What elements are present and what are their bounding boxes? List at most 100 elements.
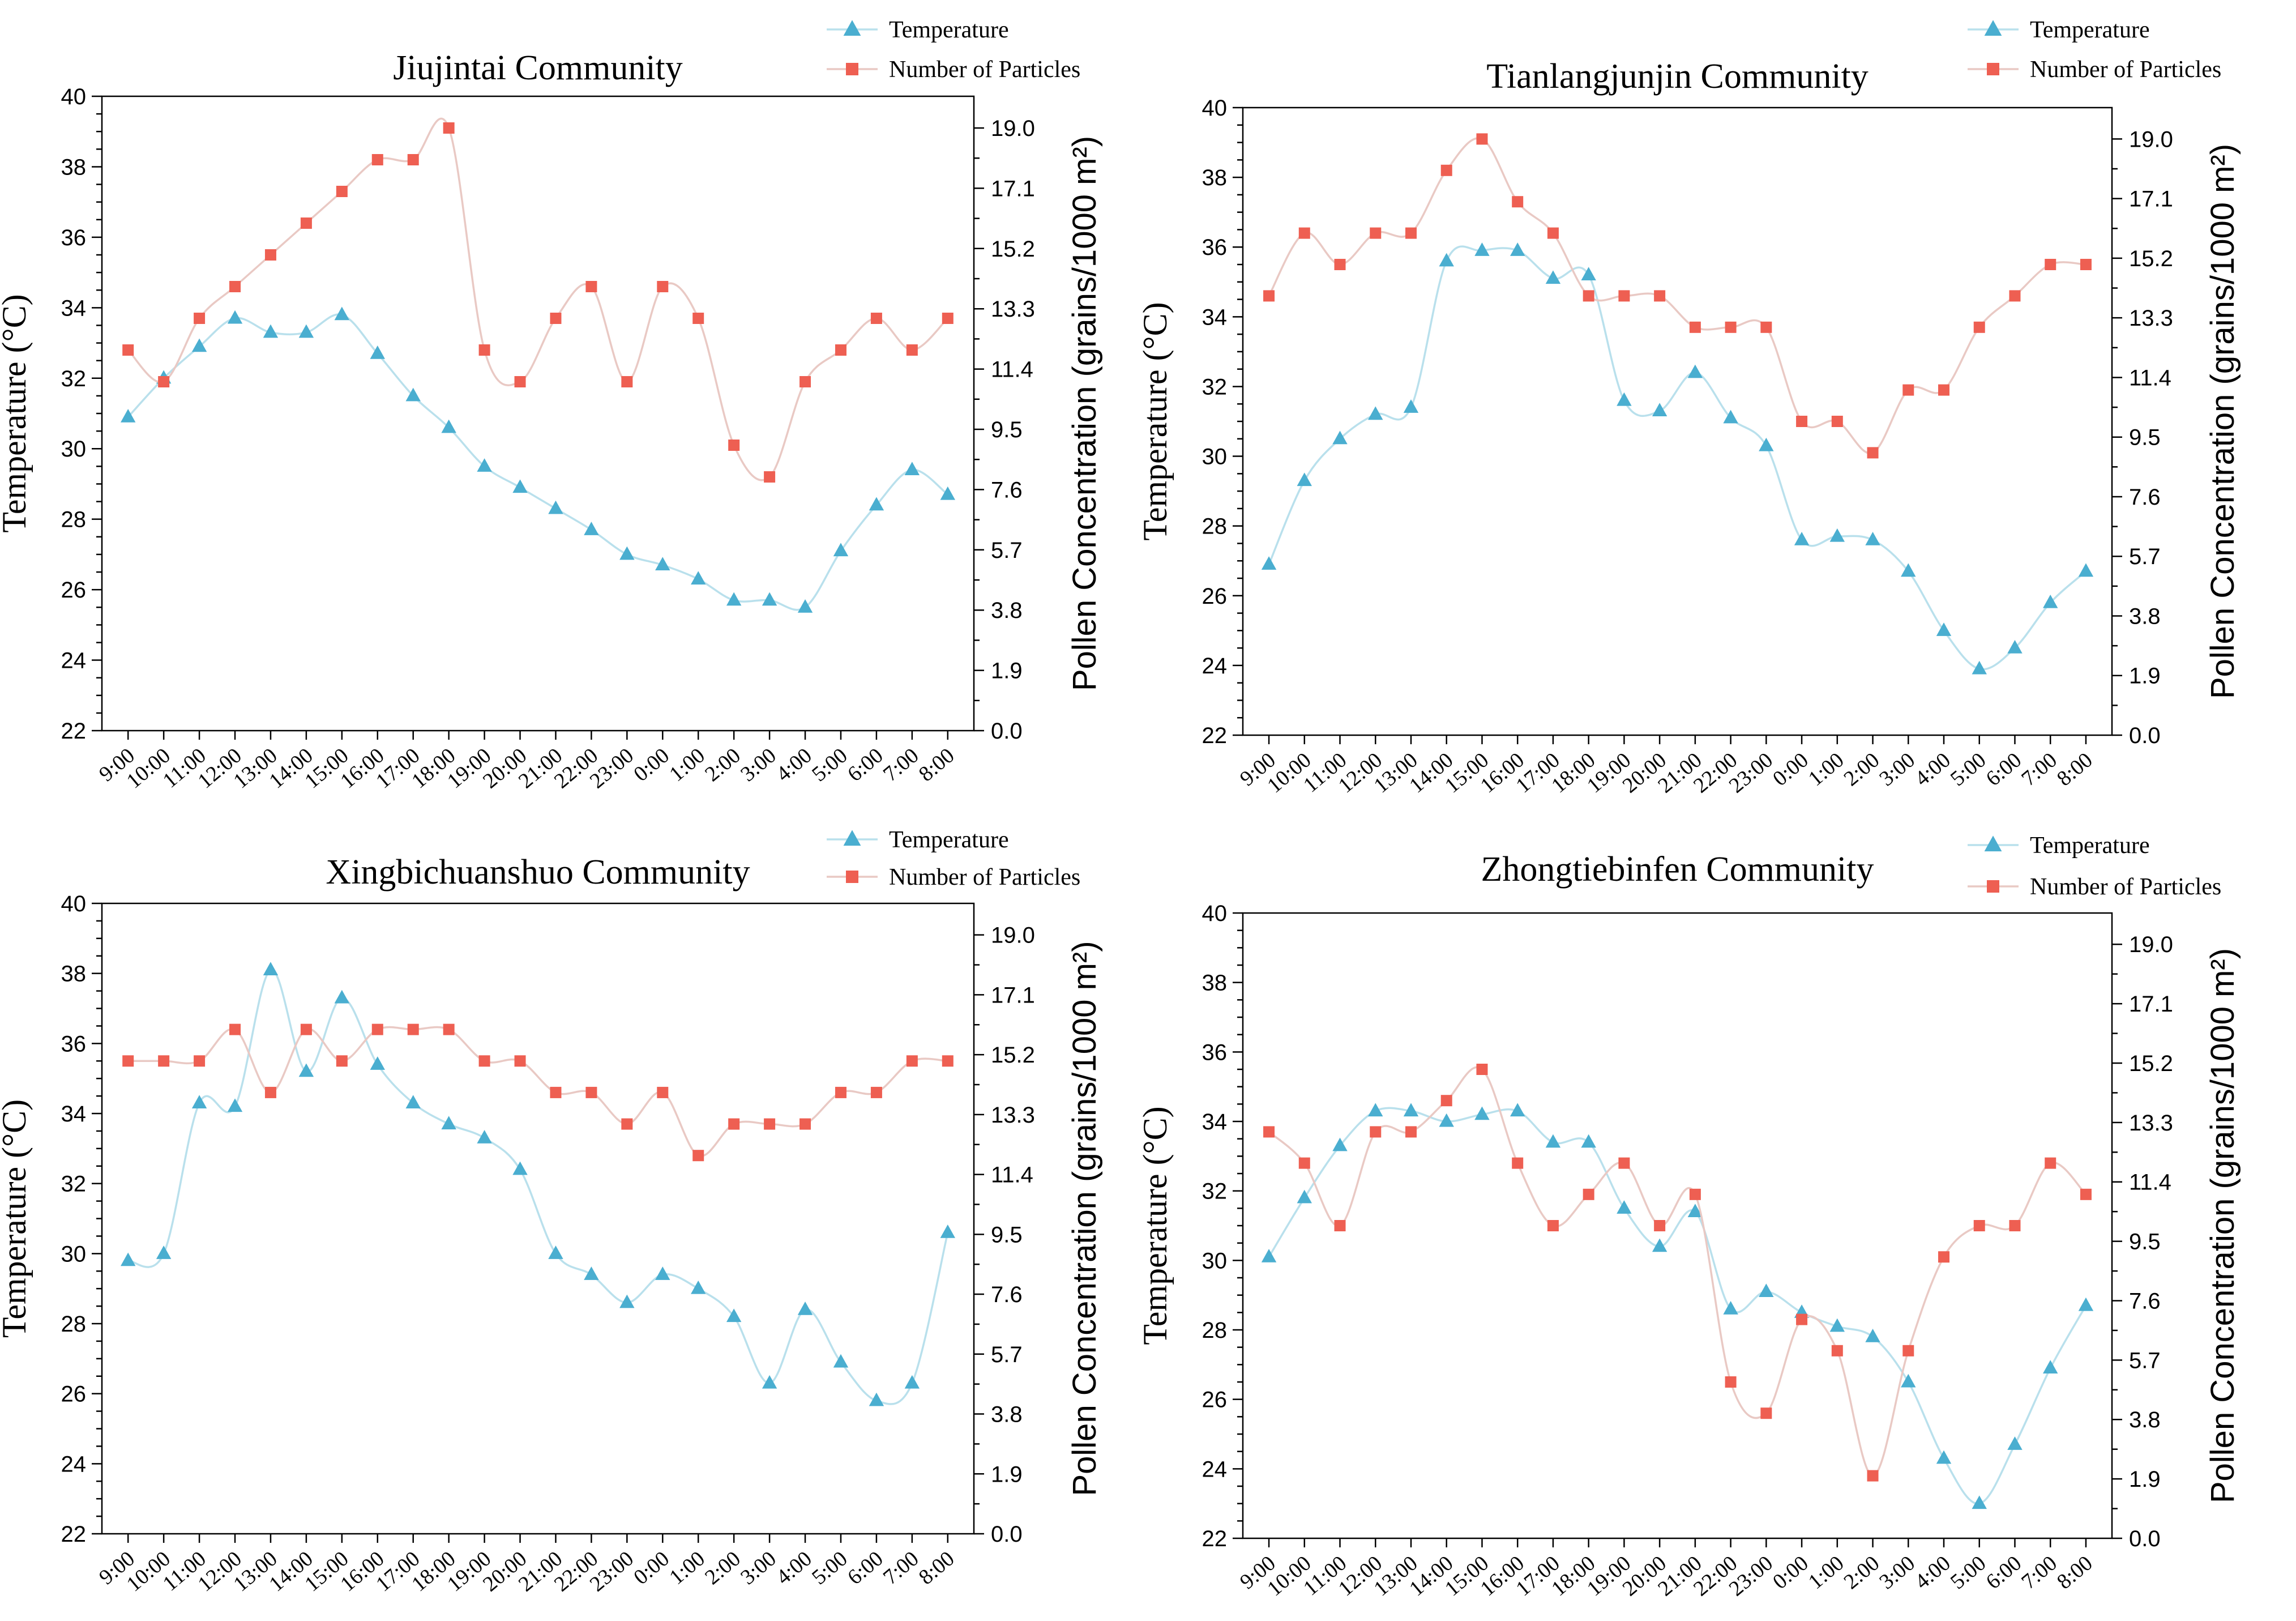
temperature-point xyxy=(1794,532,1810,545)
temperature-point xyxy=(263,324,279,338)
y-tick-label: 30 xyxy=(61,437,87,462)
legend: Temperature Number of Particles xyxy=(827,827,1080,890)
y2-tick-label: 19.0 xyxy=(2129,932,2173,957)
temperature-point xyxy=(833,1354,849,1368)
particles-point xyxy=(1760,1407,1772,1419)
y2-tick-label: 9.5 xyxy=(2129,1230,2161,1255)
particles-point xyxy=(1298,1157,1310,1169)
temperature-point xyxy=(655,1266,670,1280)
temperature-point xyxy=(334,306,350,321)
temperature-point xyxy=(191,1095,207,1108)
x-axis: 9:0010:0011:0012:0013:0014:0015:0016:001… xyxy=(95,1534,959,1597)
particles-point xyxy=(1654,290,1666,302)
legend-particles-marker xyxy=(1987,880,1999,893)
particles-point xyxy=(1405,227,1417,239)
particles-point xyxy=(1334,259,1346,270)
x-tick-label: 2:00 xyxy=(700,744,745,787)
y2-tick-label: 19.0 xyxy=(991,116,1035,141)
chart-panel-4: Zhongtiebinfen Community 22 24 26 28 30 32 34 36… xyxy=(1136,833,2241,1601)
temperature-point xyxy=(1474,242,1490,256)
particles-point xyxy=(1725,1376,1737,1388)
temperature-point xyxy=(405,1095,421,1108)
y2-tick-label: 3.8 xyxy=(2129,604,2161,629)
y-tick-label: 24 xyxy=(1202,654,1228,679)
x-tick-label: 7:00 xyxy=(879,744,923,787)
y-tick-label: 36 xyxy=(1202,235,1228,260)
particles-point xyxy=(229,1023,241,1035)
x-tick-label: 6:00 xyxy=(843,744,888,787)
y2-tick-label: 11.4 xyxy=(2129,365,2171,390)
legend-particles-label: Number of Particles xyxy=(2030,57,2221,83)
temperature-point xyxy=(298,1063,314,1077)
y2-tick-label: 7.6 xyxy=(2129,485,2161,510)
temperature-point xyxy=(1261,556,1277,570)
temperature-point xyxy=(904,462,920,476)
temperature-point xyxy=(512,1161,528,1175)
particles-point xyxy=(1476,133,1488,145)
legend-temperature-marker xyxy=(1984,20,2002,36)
x-tick-label: 0:00 xyxy=(1768,1551,1813,1594)
y2-tick-label: 7.6 xyxy=(991,1282,1023,1307)
temperature-point xyxy=(477,458,492,472)
temperature-point xyxy=(1403,1103,1419,1117)
temperature-point xyxy=(833,543,849,557)
particles-point xyxy=(2045,259,2056,270)
particles-point xyxy=(1476,1064,1488,1075)
legend-particles-label: Number of Particles xyxy=(889,864,1080,890)
x-tick-label: 5:00 xyxy=(1946,748,1991,791)
particles-point xyxy=(2009,1220,2021,1231)
particles-point xyxy=(1689,321,1701,333)
particles-point xyxy=(194,1055,206,1067)
legend-temperature-label: Temperature xyxy=(889,17,1009,43)
particles-point xyxy=(1583,1188,1594,1200)
temperature-point xyxy=(1936,622,1952,636)
chart-panel-2: Tianlangjunjin Community 22 24 26 28 30 32 34 36… xyxy=(1136,17,2241,798)
temperature-point xyxy=(1901,1373,1916,1388)
particles-point xyxy=(1689,1188,1701,1200)
particles-point xyxy=(371,154,383,165)
particles-series xyxy=(1263,1064,2092,1482)
y-tick-label: 32 xyxy=(1202,374,1228,399)
particles-series xyxy=(122,1023,954,1162)
x-tick-label: 1:00 xyxy=(665,1547,709,1590)
temperature-line xyxy=(127,969,949,1405)
temperature-point xyxy=(370,345,385,359)
temperature-point xyxy=(2043,594,2058,608)
particles-series xyxy=(122,117,954,483)
particles-point xyxy=(1760,321,1772,333)
y-tick-label: 36 xyxy=(1202,1040,1228,1065)
y2-tick-label: 0.0 xyxy=(991,719,1023,744)
temperature-point xyxy=(1439,1113,1454,1127)
x-tick-label: 1:00 xyxy=(1804,1551,1849,1594)
y2-tick-label: 19.0 xyxy=(2129,127,2173,152)
y-tick-label: 24 xyxy=(61,649,87,673)
y-tick-label: 40 xyxy=(1202,901,1228,926)
x-tick-label: 3:00 xyxy=(736,1547,781,1590)
particles-point xyxy=(692,313,704,324)
x-tick-label: 6:00 xyxy=(1982,748,2026,791)
particles-point xyxy=(1902,384,1914,396)
y-axis-label: Temperature (°C) xyxy=(0,294,33,532)
y-tick-label: 38 xyxy=(1202,971,1228,996)
particles-point xyxy=(264,249,276,261)
temperature-point xyxy=(121,408,136,423)
legend-temperature-marker xyxy=(843,20,861,36)
x-tick-label: 4:00 xyxy=(772,1547,816,1590)
particles-point xyxy=(764,1118,776,1130)
y2-tick-label: 13.3 xyxy=(991,297,1035,322)
y-tick-label: 40 xyxy=(61,84,87,109)
particles-point xyxy=(264,1086,276,1098)
y2-axis-label: Pollen Concentration (grains/1000 m²) xyxy=(1066,136,1103,691)
particles-point xyxy=(1867,1470,1879,1482)
particles-point xyxy=(443,122,455,134)
chart-panel-1: Jiujintai Community 22 24 26 28 30 32 34 36 38 40 T… xyxy=(0,17,1103,794)
x-tick-label: 7:00 xyxy=(879,1547,923,1590)
particles-point xyxy=(194,313,206,324)
y-tick-label: 28 xyxy=(61,1312,87,1337)
y-tick-label: 38 xyxy=(1202,165,1228,190)
temperature-series xyxy=(1261,1103,2094,1509)
y-tick-label: 26 xyxy=(61,578,87,603)
left-y-axis: 22 24 26 28 30 32 34 36 38 40 Temperature (°C) xyxy=(0,891,102,1547)
y-tick-label: 28 xyxy=(61,507,87,532)
y2-tick-label: 13.3 xyxy=(2129,306,2173,331)
